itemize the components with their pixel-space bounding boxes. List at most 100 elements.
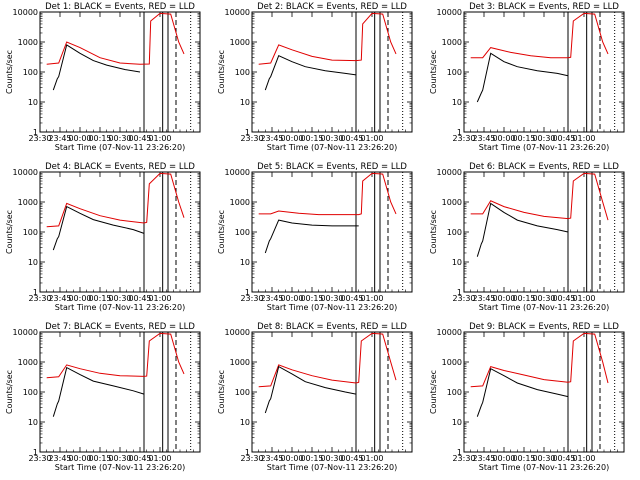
y-tick-label: 10 bbox=[452, 258, 462, 267]
detector-panel-6: Det 6: BLACK = Events, RED = LLD 1 10 100 10… bbox=[429, 162, 625, 312]
x-tick-label: 23:45 bbox=[260, 134, 283, 143]
series-lld-line bbox=[46, 12, 185, 65]
detector-panel-3: Det 3: BLACK = Events, RED = LLD 1 10 100 10… bbox=[429, 2, 625, 152]
x-tick-label: 23:30 bbox=[240, 294, 263, 303]
x-tick-label: 00:45 bbox=[340, 294, 363, 303]
x-tick-label: 00:15 bbox=[300, 134, 323, 143]
x-tick-label: 00:00 bbox=[68, 134, 91, 143]
x-tick-label: 00:00 bbox=[68, 294, 91, 303]
detector-panel-8: Det 8: BLACK = Events, RED = LLD 1 10 100 10… bbox=[217, 322, 413, 472]
x-tick-label: 00:45 bbox=[340, 454, 363, 463]
x-tick-label: 00:15 bbox=[300, 454, 323, 463]
y-tick-label: 10000 bbox=[437, 328, 462, 337]
x-tick-label: 23:45 bbox=[260, 454, 283, 463]
time-markers bbox=[143, 332, 192, 452]
y-tick-label: 1000 bbox=[230, 38, 250, 47]
y-tick-label: 10000 bbox=[13, 328, 38, 337]
y-tick-label: 100 bbox=[23, 228, 38, 237]
x-tick-label: 23:30 bbox=[240, 454, 263, 463]
y-tick-label: 10 bbox=[452, 418, 462, 427]
x-tick-label: 23:45 bbox=[472, 294, 495, 303]
y-tick-label: 100 bbox=[447, 388, 462, 397]
y-tick-label: 1000 bbox=[18, 198, 38, 207]
x-tick-label: 23:30 bbox=[28, 454, 51, 463]
x-tick-label: 00:45 bbox=[340, 134, 363, 143]
detector-panel-1: Det 1: BLACK = Events, RED = LLD 1 10 100 10… bbox=[5, 2, 201, 152]
y-axis-label: Counts/sec bbox=[5, 50, 14, 94]
series-group bbox=[258, 332, 397, 414]
x-tick-label: 23:45 bbox=[260, 294, 283, 303]
x-tick-label: 23:45 bbox=[48, 134, 71, 143]
time-markers bbox=[143, 172, 192, 292]
series-events-line bbox=[264, 219, 359, 254]
series-lld-line bbox=[470, 172, 609, 221]
panel-title: Det 1: BLACK = Events, RED = LLD bbox=[45, 2, 195, 12]
y-tick-label: 10000 bbox=[13, 168, 38, 177]
y-axis-label: Counts/sec bbox=[429, 370, 438, 414]
x-tick-label: 00:45 bbox=[128, 134, 151, 143]
series-lld-line bbox=[46, 172, 185, 228]
y-tick-label: 10000 bbox=[225, 8, 250, 17]
x-tick-label: 00:30 bbox=[108, 134, 131, 143]
series-events-line bbox=[476, 52, 569, 103]
series-group bbox=[258, 172, 397, 254]
time-markers bbox=[143, 12, 192, 132]
x-axis-label: Start Time (07-Nov-11 23:26:20) bbox=[55, 463, 185, 472]
detector-panel-9: Det 9: BLACK = Events, RED = LLD 1 10 100 10… bbox=[429, 322, 625, 472]
y-tick-label: 10000 bbox=[13, 8, 38, 17]
x-tick-label: 00:30 bbox=[108, 294, 131, 303]
x-tick-label: 23:30 bbox=[452, 134, 475, 143]
y-axis-label: Counts/sec bbox=[217, 210, 226, 254]
x-tick-label: 01:00 bbox=[148, 454, 171, 463]
series-events-line bbox=[264, 55, 357, 91]
detector-panel-5: Det 5: BLACK = Events, RED = LLD 1 10 100 10… bbox=[217, 162, 413, 312]
x-tick-label: 00:45 bbox=[128, 454, 151, 463]
series-group bbox=[470, 332, 609, 417]
x-tick-label: 00:30 bbox=[320, 134, 343, 143]
y-axis-label: Counts/sec bbox=[217, 370, 226, 414]
y-tick-label: 1 bbox=[457, 288, 462, 297]
series-group bbox=[470, 12, 609, 103]
series-lld-line bbox=[258, 12, 397, 65]
series-lld-line bbox=[258, 332, 397, 388]
y-tick-label: 1 bbox=[33, 288, 38, 297]
x-tick-label: 00:00 bbox=[492, 134, 515, 143]
x-tick-label: 23:45 bbox=[472, 454, 495, 463]
y-tick-label: 10000 bbox=[437, 8, 462, 17]
x-tick-label: 00:45 bbox=[128, 294, 151, 303]
x-tick-label: 00:15 bbox=[88, 294, 111, 303]
panel-title: Det 2: BLACK = Events, RED = LLD bbox=[257, 2, 407, 12]
x-axis-label: Start Time (07-Nov-11 23:26:20) bbox=[479, 303, 609, 312]
y-tick-label: 100 bbox=[235, 228, 250, 237]
y-axis-label: Counts/sec bbox=[429, 210, 438, 254]
y-tick-label: 1 bbox=[245, 128, 250, 137]
y-tick-label: 10 bbox=[240, 98, 250, 107]
x-axis-label: Start Time (07-Nov-11 23:26:20) bbox=[267, 143, 397, 152]
x-tick-label: 01:00 bbox=[360, 294, 383, 303]
y-axis-label: Counts/sec bbox=[5, 210, 14, 254]
y-tick-label: 100 bbox=[235, 388, 250, 397]
x-tick-label: 01:00 bbox=[148, 134, 171, 143]
series-group bbox=[46, 332, 185, 417]
y-tick-label: 100 bbox=[447, 68, 462, 77]
x-tick-label: 01:00 bbox=[360, 454, 383, 463]
y-tick-label: 1 bbox=[457, 128, 462, 137]
x-tick-label: 23:30 bbox=[452, 454, 475, 463]
x-tick-label: 00:30 bbox=[532, 134, 555, 143]
x-axis-label: Start Time (07-Nov-11 23:26:20) bbox=[479, 463, 609, 472]
y-tick-label: 1 bbox=[33, 128, 38, 137]
x-axis-label: Start Time (07-Nov-11 23:26:20) bbox=[55, 143, 185, 152]
y-axis-label: Counts/sec bbox=[217, 50, 226, 94]
x-tick-label: 00:15 bbox=[512, 454, 535, 463]
x-tick-label: 00:30 bbox=[532, 454, 555, 463]
time-markers bbox=[567, 172, 616, 292]
y-tick-label: 1000 bbox=[442, 38, 462, 47]
series-events-line bbox=[52, 205, 145, 251]
x-tick-label: 00:30 bbox=[108, 454, 131, 463]
time-markers bbox=[355, 172, 404, 292]
x-tick-label: 00:00 bbox=[280, 134, 303, 143]
series-group bbox=[46, 12, 185, 91]
y-axis-label: Counts/sec bbox=[5, 370, 14, 414]
